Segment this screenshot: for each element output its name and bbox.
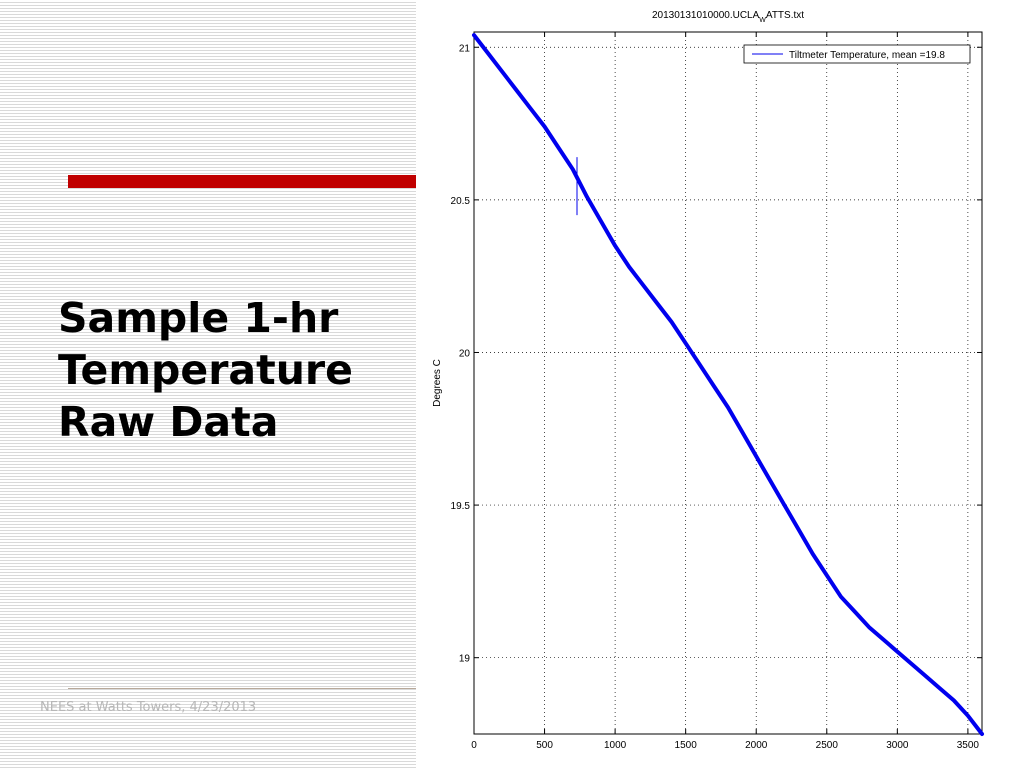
temperature-chart: 20130131010000.UCLAWATTS.txt 0 500 1000 150… (432, 10, 984, 751)
x-tick-label: 3500 (957, 740, 980, 751)
series-line (472, 33, 984, 736)
slide-title-line-2: Temperature (58, 346, 353, 394)
y-tick-label: 20 (459, 348, 471, 359)
y-tick-label: 21 (459, 43, 471, 54)
legend-label: Tiltmeter Temperature, mean =19.8 (789, 50, 945, 61)
y-tick-label: 20.5 (451, 196, 471, 207)
x-tick-label: 1500 (675, 740, 698, 751)
x-tick-label: 3000 (886, 740, 909, 751)
x-tick-label: 1000 (604, 740, 627, 751)
temperature-series-line (472, 33, 984, 736)
slide-title: Sample 1-hr Temperature Raw Data (58, 292, 408, 448)
chart-title: 20130131010000.UCLAWATTS.txt (652, 10, 804, 24)
striped-background (0, 0, 416, 768)
x-tick-label: 500 (536, 740, 553, 751)
x-tick-label: 2000 (745, 740, 768, 751)
chart-title-main: 20130131010000.UCLA (652, 10, 760, 21)
slide-footer: NEES at Watts Towers, 4/23/2013 (40, 700, 257, 715)
plot-frame (473, 31, 983, 735)
y-tick-label: 19 (459, 654, 471, 665)
chart-title-subscript: W (759, 17, 766, 24)
footer-divider (68, 688, 416, 689)
x-tick-label: 0 (471, 740, 477, 751)
slide-title-line-1: Sample 1-hr (58, 294, 339, 342)
grid (474, 32, 982, 734)
legend-box (743, 44, 971, 64)
accent-bar (68, 175, 416, 188)
y-axis-label: Degrees C (432, 359, 443, 407)
x-tick-label: 2500 (816, 740, 839, 751)
slide-title-line-3: Raw Data (58, 398, 279, 446)
y-tick-label: 19.5 (451, 501, 471, 512)
chart-title-tail: ATTS.txt (766, 10, 804, 21)
legend: Tiltmeter Temperature, mean =19.8 (743, 44, 971, 64)
